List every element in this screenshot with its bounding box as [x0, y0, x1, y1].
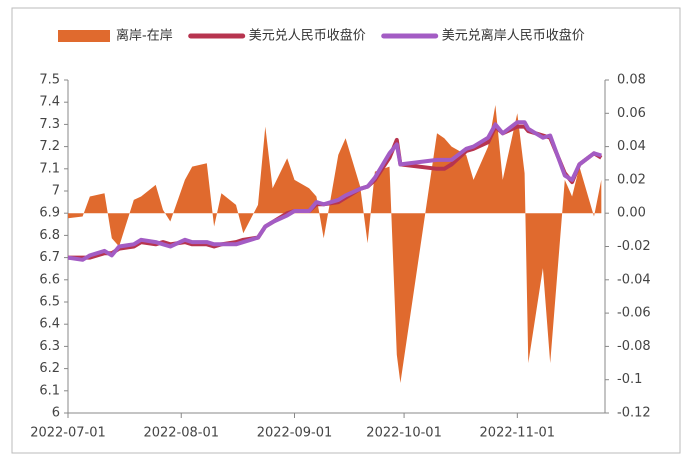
y-tick-label: 6.6	[39, 272, 60, 287]
y2-tick-label: 0.08	[617, 73, 646, 88]
y-tick-label: 7.3	[39, 117, 60, 132]
y2-tick-label: -0.08	[617, 339, 651, 354]
y2-tick-label: -0.06	[617, 306, 651, 321]
y-tick-label: 7.1	[39, 161, 60, 176]
y-tick-label: 7	[52, 184, 60, 199]
y-tick-label: 7.5	[39, 73, 60, 88]
y-tick-label: 6.3	[39, 339, 60, 354]
y2-tick-label: 0.02	[617, 172, 646, 187]
y-tick-label: 6.4	[39, 317, 60, 332]
legend-label: 美元兑离岸人民币收盘价	[442, 28, 585, 44]
x-tick-label: 2022-09-01	[257, 426, 333, 441]
y-tick-label: 7.4	[39, 95, 60, 110]
y2-tick-label: 0.04	[617, 139, 646, 154]
x-tick-label: 2022-10-01	[366, 426, 442, 441]
x-tick-label: 2022-08-01	[143, 426, 219, 441]
y2-tick-label: -0.04	[617, 272, 651, 287]
price-line	[67, 120, 602, 262]
spread-area	[68, 105, 602, 383]
legend-label: 美元兑人民币收盘价	[249, 28, 366, 44]
legend-swatch	[58, 30, 110, 42]
y2-tick-label: 0.00	[617, 206, 646, 221]
y2-tick-label: -0.12	[617, 406, 651, 421]
y-tick-label: 6.7	[39, 250, 60, 265]
y-tick-label: 6.8	[39, 228, 60, 243]
y-tick-label: 6	[52, 406, 60, 421]
x-tick-label: 2022-07-01	[30, 426, 106, 441]
legend-label: 离岸-在岸	[116, 28, 173, 44]
y-tick-label: 6.2	[39, 361, 60, 376]
y-tick-label: 6.1	[39, 383, 60, 398]
y-tick-label: 7.2	[39, 139, 60, 154]
y2-tick-label: -0.1	[617, 372, 642, 387]
y2-tick-label: -0.02	[617, 239, 651, 254]
frame	[11, 7, 681, 454]
y-tick-label: 6.5	[39, 295, 60, 310]
y-tick-label: 6.9	[39, 206, 60, 221]
y2-tick-label: 0.06	[617, 106, 646, 121]
x-tick-label: 2022-11-01	[480, 426, 556, 441]
